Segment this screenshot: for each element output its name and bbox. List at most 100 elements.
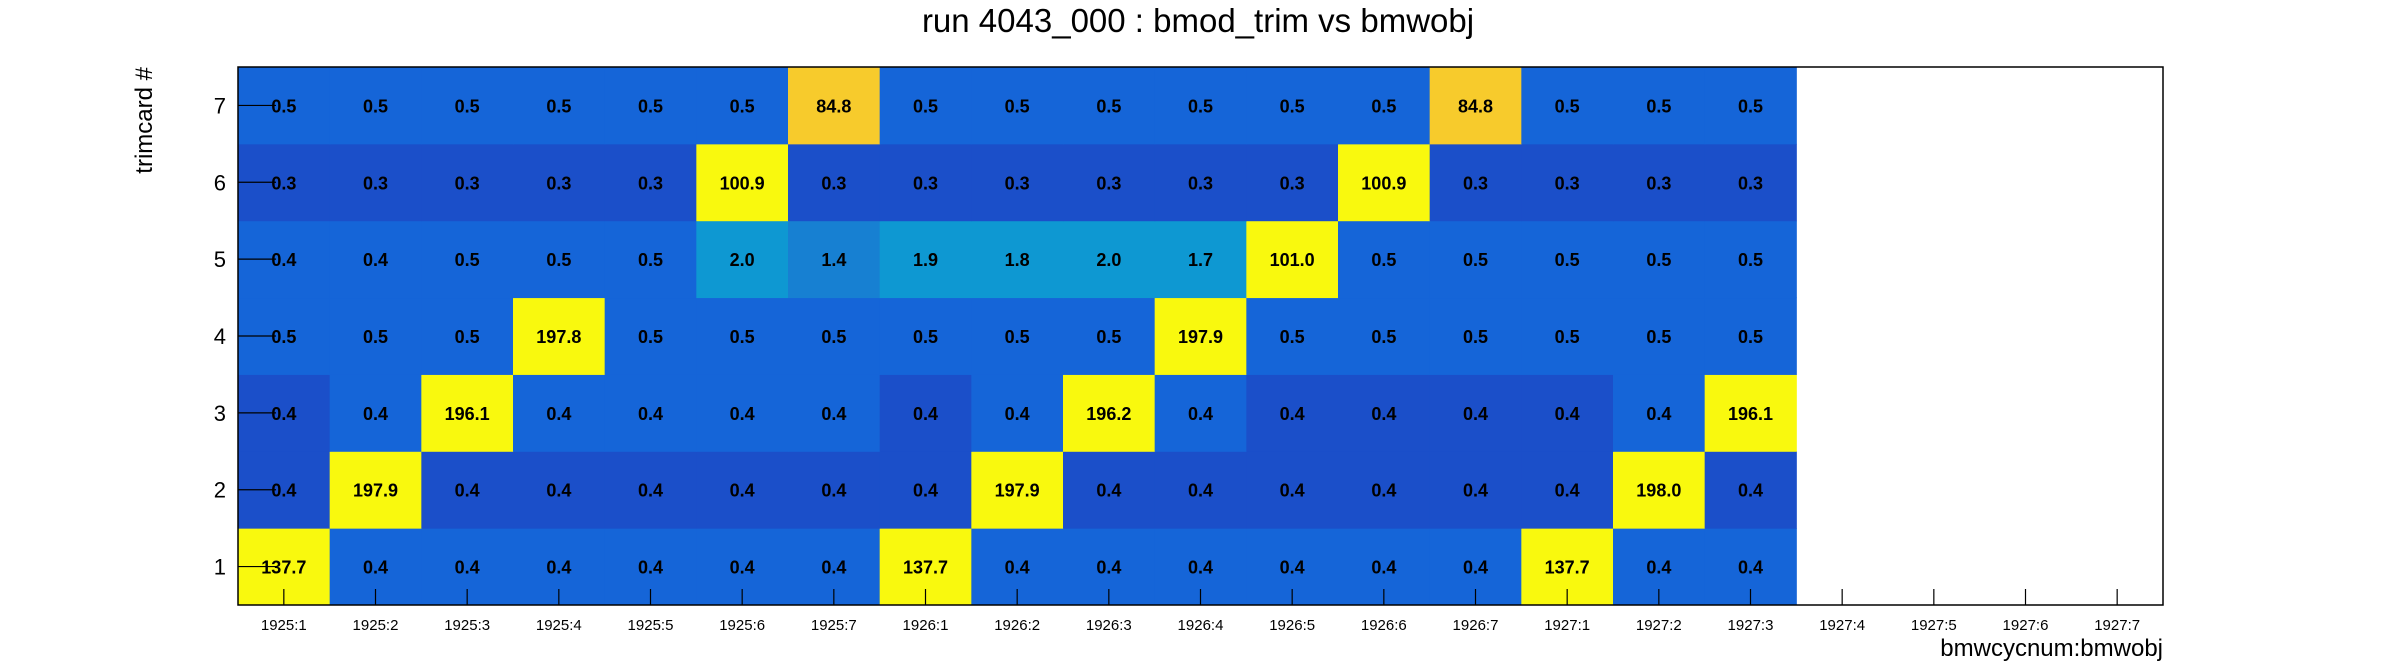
x-tick-label: 1925:7 [811,617,857,634]
heatmap-cell [604,143,697,222]
heatmap-cell [1063,220,1156,299]
cell-value-label: 0.5 [1738,327,1763,347]
cell-value-label: 0.4 [730,404,755,424]
cell-value-label: 0.4 [1646,558,1671,578]
x-tick-label: 1925:3 [444,617,490,634]
heatmap-cell [971,67,1064,145]
cell-value-label: 0.3 [638,173,663,193]
cell-value-label: 0.5 [1371,250,1396,270]
heatmap-cell [788,143,881,222]
cell-value-label: 196.1 [445,404,490,424]
y-tick-label: 6 [214,170,226,195]
heatmap-cell [1246,67,1339,145]
heatmap-cell [1521,451,1614,529]
x-tick-label: 1927:7 [2094,617,2140,634]
cell-value-label: 0.4 [1738,558,1763,578]
heatmap-cell [879,451,972,529]
cell-value-label: 0.4 [1005,404,1030,424]
heatmap-cell [1154,451,1247,529]
cell-value-label: 0.4 [363,558,388,578]
x-tick-label: 1925:2 [353,617,399,634]
heatmap-cell [1246,297,1339,375]
cell-value-label: 0.5 [271,96,296,116]
cell-value-label: 197.9 [1178,327,1223,347]
cell-value-label: 0.5 [1555,96,1580,116]
cell-value-label: 0.4 [271,250,296,270]
cell-value-label: 0.5 [1646,327,1671,347]
cell-value-label: 0.5 [1555,250,1580,270]
x-tick-label: 1926:7 [1453,617,1499,634]
cell-value-label: 0.5 [730,327,755,347]
heatmap-cell [604,297,697,375]
cell-value-label: 0.3 [1096,173,1121,193]
y-tick-label: 4 [214,324,226,349]
heatmap-cell [879,297,972,375]
x-tick-label: 1927:1 [1544,617,1590,634]
cell-value-label: 0.4 [730,481,755,501]
heatmap-cell [421,220,514,299]
cell-value-label: 0.4 [730,558,755,578]
heatmap-cell [1704,451,1797,529]
x-tick-label: 1925:5 [628,617,674,634]
heatmap-cell [696,374,789,452]
heatmap-cell [421,143,514,222]
heatmap-cell [421,67,514,145]
heatmap-cell [329,220,422,299]
chart-title: run 4043_000 : bmod_trim vs bmwobj [922,2,1474,39]
x-tick-label: 1925:1 [261,617,307,634]
y-tick-label: 3 [214,401,226,426]
heatmap-cell [1246,143,1339,222]
x-tick-label: 1926:4 [1178,617,1224,634]
heatmap-cell [1338,220,1431,299]
cell-value-label: 0.5 [1646,250,1671,270]
cell-value-label: 0.3 [1646,173,1671,193]
cell-value-label: 0.3 [821,173,846,193]
cell-value-label: 0.5 [455,250,480,270]
heatmap-cell [1246,451,1339,529]
heatmap-cell [1613,451,1706,529]
heatmap-cell [1613,143,1706,222]
cell-value-label: 0.5 [1371,96,1396,116]
cell-value-label: 0.5 [821,327,846,347]
cell-value-label: 0.4 [546,481,571,501]
cell-value-label: 0.5 [1280,96,1305,116]
heatmap-cell [1246,220,1339,299]
heatmap-cell [1154,143,1247,222]
heatmap-cell [513,143,606,222]
cell-value-label: 0.5 [1096,327,1121,347]
heatmap-cell [788,220,881,299]
heatmap-cell [1338,374,1431,452]
cell-value-label: 0.5 [638,327,663,347]
cell-value-label: 0.4 [821,404,846,424]
y-tick-label: 2 [214,478,226,503]
heatmap-cell [1521,67,1614,145]
heatmap-cell [1338,451,1431,529]
cell-value-label: 1.8 [1005,250,1030,270]
heatmap-cell [971,374,1064,452]
cell-value-label: 0.5 [913,96,938,116]
x-tick-label: 1927:2 [1636,617,1682,634]
heatmap-cell [604,451,697,529]
cell-value-label: 0.4 [1555,404,1580,424]
heatmap-cell [1429,220,1522,299]
cell-value-label: 0.5 [455,96,480,116]
cell-value-label: 0.4 [1646,404,1671,424]
heatmap-cell [1063,297,1156,375]
x-tick-label: 1927:6 [2003,617,2049,634]
cell-value-label: 0.4 [455,481,480,501]
cell-value-label: 0.4 [1188,558,1213,578]
x-tick-label: 1925:6 [719,617,765,634]
heatmap-cell [1704,67,1797,145]
cell-value-label: 0.5 [1005,96,1030,116]
x-tick-label: 1926:3 [1086,617,1132,634]
heatmap-cell [513,451,606,529]
cell-value-label: 0.5 [1371,327,1396,347]
heatmap-cell [879,67,972,145]
cell-value-label: 0.5 [638,250,663,270]
y-axis-title: trimcard # [131,66,158,173]
cell-value-label: 0.4 [1738,481,1763,501]
cell-value-label: 196.1 [1728,404,1773,424]
cell-value-label: 0.3 [913,173,938,193]
heatmap-cell [1704,143,1797,222]
cell-value-label: 0.3 [1463,173,1488,193]
